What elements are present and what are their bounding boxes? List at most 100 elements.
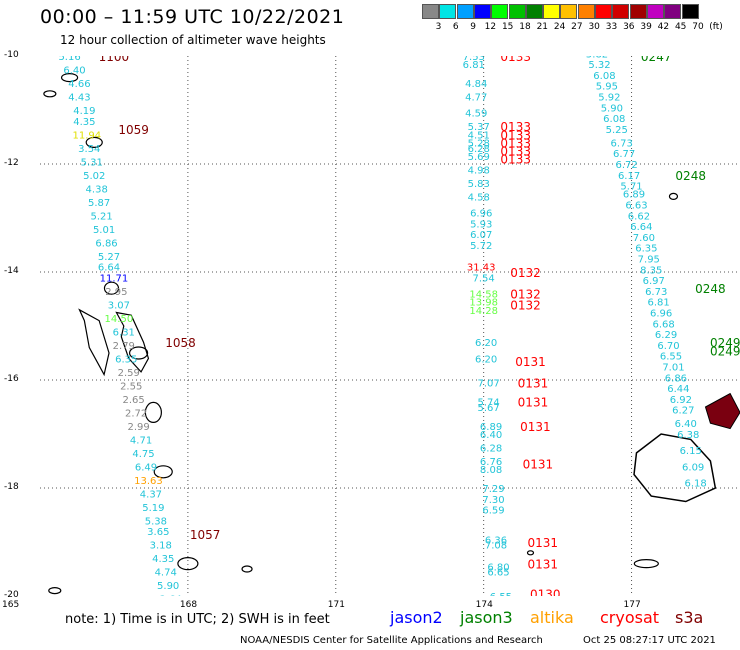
wave-height-value: 6.64 — [98, 263, 120, 274]
wave-height-value: 4.84 — [465, 79, 487, 90]
pass-time-label: 1058 — [165, 336, 196, 350]
wave-height-map: 5.166.404.664.434.194.3511.943.545.315.0… — [40, 56, 740, 596]
wave-height-value: 31.43 — [467, 263, 496, 274]
wave-height-value: 7.54 — [473, 273, 495, 284]
pass-time-label: 0133 — [500, 145, 531, 159]
legend-unit: (ft) — [709, 22, 723, 32]
wave-height-value: 6.36 — [485, 535, 507, 546]
wave-height-value: 8.08 — [480, 465, 502, 476]
wave-height-value: 6.62 — [628, 211, 650, 222]
wave-height-value: 5.28 — [468, 138, 490, 149]
wave-height-value: 5.16 — [58, 56, 80, 63]
wave-height-value: 6.81 — [648, 298, 670, 309]
pass-time-label: 1059 — [118, 123, 149, 137]
island-outline — [60, 73, 79, 83]
wave-height-value: 6.09 — [682, 462, 704, 473]
wave-height-value: 5.32 — [588, 60, 610, 71]
wave-height-value: 6.86 — [95, 238, 117, 249]
legend-swatch — [422, 4, 439, 19]
pass-time-label: 0131 — [523, 458, 554, 472]
pass-time-label: 1100 — [99, 56, 130, 64]
wave-height-value: 6.89 — [623, 190, 645, 201]
wave-height-value: 4.38 — [86, 184, 108, 195]
legend-swatch — [543, 4, 561, 19]
pass-time-label: 0131 — [528, 536, 559, 550]
legend-swatch — [664, 4, 682, 19]
wave-height-value: 5.19 — [142, 503, 164, 514]
wave-height-value: 3.65 — [147, 527, 169, 538]
longitude-label: 177 — [623, 600, 641, 610]
wave-height-value: 6.92 — [670, 395, 692, 406]
legend-swatch — [560, 4, 578, 19]
wave-height-value: 6.20 — [475, 354, 497, 365]
wave-height-value: 6.07 — [470, 230, 492, 241]
wave-height-value: 6.55 — [490, 592, 512, 596]
legend-label: 3 — [435, 22, 442, 32]
wave-height-value: 5.72 — [470, 241, 492, 252]
wave-height-value: 6.97 — [643, 276, 665, 287]
legend-swatch — [577, 4, 595, 19]
wave-height-value: 7.30 — [482, 495, 504, 506]
color-scale-legend: 3 6 9 12 15 18 21 24 27 30 33 36 39 42 45 70 (ft) — [422, 4, 728, 36]
wave-height-value: 13.63 — [134, 476, 163, 487]
pass-time-label: 0131 — [520, 420, 551, 434]
pass-time-label: 0132 — [510, 298, 541, 312]
wave-height-value: 6.38 — [677, 430, 699, 441]
wave-height-value: 6.15 — [680, 446, 702, 457]
wave-height-value: 8.35 — [640, 265, 662, 276]
legend-label: 24 — [553, 22, 566, 32]
island-outline — [668, 192, 679, 200]
legend-label: 70 — [692, 22, 704, 32]
pass-time-label: 0248 — [695, 282, 726, 296]
wave-height-value: 5.67 — [477, 403, 499, 414]
wave-height-value: 4.51 — [468, 130, 490, 141]
legend-swatch — [612, 4, 630, 19]
pass-time-label: 0133 — [500, 120, 531, 134]
wave-height-value: 6.70 — [657, 341, 679, 352]
wave-height-value: 6.77 — [613, 149, 635, 160]
pass-time-label: 0249 — [710, 336, 740, 350]
satellite-name: cryosat — [600, 608, 660, 627]
wave-height-value: 14.28 — [469, 306, 498, 317]
wave-height-value: 6.29 — [655, 330, 677, 341]
pass-time-label: 0130 — [530, 587, 561, 596]
wave-height-value: 4.59 — [465, 109, 487, 120]
wave-height-value: 11.71 — [100, 273, 129, 284]
legend-label: 18 — [519, 22, 531, 32]
island-outline — [633, 559, 659, 569]
wave-height-value: 6.64 — [630, 222, 652, 233]
wave-height-value: 7.08 — [485, 541, 507, 552]
legend-swatch — [439, 4, 457, 19]
latitude-label: -16 — [4, 374, 19, 384]
wave-height-value: 6.40 — [675, 419, 697, 430]
wave-height-value: 2.59 — [118, 368, 140, 379]
wave-height-value: 6.86 — [665, 373, 687, 384]
wave-height-value: 4.74 — [155, 568, 177, 579]
wave-height-value: 6.17 — [618, 171, 640, 182]
wave-height-value: 6.08 — [603, 114, 625, 125]
wave-height-value: 6.28 — [480, 444, 502, 455]
pass-time-label: 0133 — [500, 56, 531, 64]
credit-text: NOAA/NESDIS Center for Satellite Applica… — [240, 635, 543, 646]
wave-height-value: 6.80 — [487, 562, 509, 573]
island-outline — [153, 465, 173, 479]
wave-height-value: 5.74 — [477, 398, 499, 409]
wave-height-value: 4.37 — [140, 489, 162, 500]
satellite-name: jason2 — [390, 608, 443, 627]
satellite-name: s3a — [675, 608, 704, 627]
wave-height-value: 6.44 — [667, 384, 689, 395]
island-outline — [704, 392, 740, 430]
wave-height-value: 5.37 — [468, 122, 490, 133]
legend-swatch — [508, 4, 526, 19]
wave-height-value: 2.95 — [105, 287, 127, 298]
wave-height-value: 4.77 — [465, 93, 487, 104]
pass-time-label: 0249 — [710, 344, 740, 358]
wave-height-value: 5.82 — [586, 56, 608, 60]
legend-label: 21 — [536, 22, 549, 32]
wave-height-value: 6.35 — [635, 244, 657, 255]
latitude-label: -12 — [4, 158, 19, 168]
wave-height-value: 4.71 — [130, 435, 152, 446]
legend-swatch — [456, 4, 474, 19]
satellite-name: jason3 — [460, 608, 513, 627]
wave-height-value: 3.54 — [78, 144, 100, 155]
